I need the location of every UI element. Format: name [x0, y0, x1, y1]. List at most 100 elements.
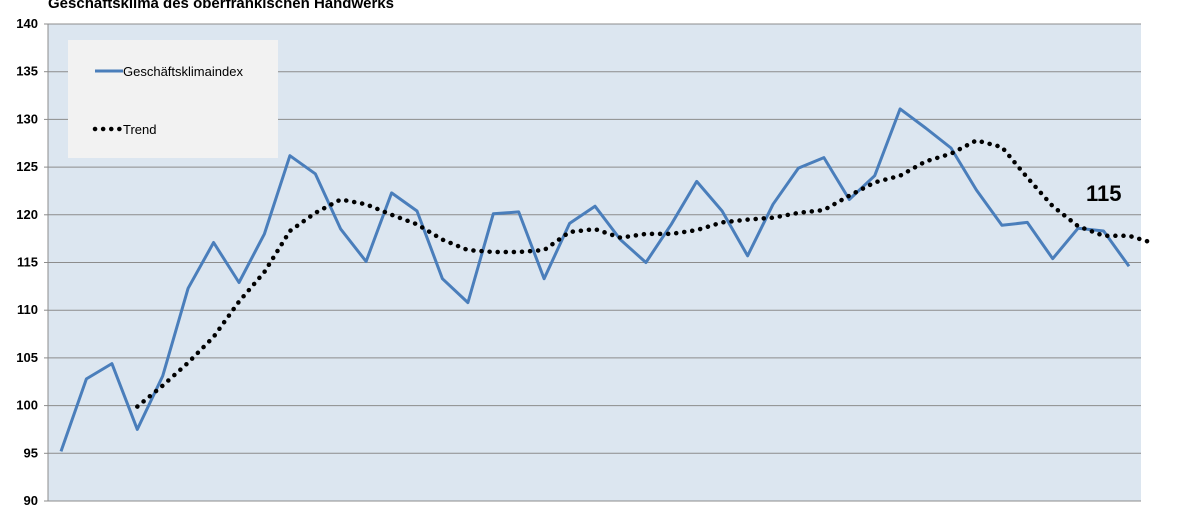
data-point-trend [467, 249, 468, 250]
annotation-last-value: 115 [1086, 181, 1122, 206]
y-tick-label: 120 [16, 207, 38, 222]
data-point-trend [442, 239, 443, 240]
data-point-index [1001, 225, 1002, 226]
data-point-index [849, 199, 850, 200]
data-point-trend [645, 233, 646, 234]
data-point-trend [925, 161, 926, 162]
data-point-index [544, 278, 545, 279]
data-point-trend [594, 229, 595, 230]
data-point-index [722, 210, 723, 211]
y-tick-label: 135 [16, 64, 38, 79]
data-point-trend [518, 251, 519, 252]
data-point-trend [544, 249, 545, 250]
data-point-index [772, 204, 773, 205]
data-point-index [264, 233, 265, 234]
data-point-trend [391, 214, 392, 215]
legend-label-index: Geschäftsklimaindex [123, 64, 243, 79]
data-point-trend [289, 230, 290, 231]
data-point-trend [696, 229, 697, 230]
data-point-trend [1001, 146, 1002, 147]
data-point-trend [798, 212, 799, 213]
data-point-trend [416, 224, 417, 225]
data-point-trend [747, 219, 748, 220]
data-point-trend [264, 271, 265, 272]
data-point-trend [1128, 235, 1129, 236]
data-point-index [416, 210, 417, 211]
chart-title: Geschäftsklima des oberfränkischen Handw… [48, 0, 394, 12]
data-point-index [823, 157, 824, 158]
data-point-index [594, 206, 595, 207]
data-point-trend [137, 406, 138, 407]
data-point-index [874, 175, 875, 176]
data-point-index [213, 242, 214, 243]
data-point-index [1078, 228, 1079, 229]
data-point-index [442, 278, 443, 279]
data-point-index [1052, 258, 1053, 259]
data-point-trend [493, 251, 494, 252]
data-point-trend [162, 385, 163, 386]
data-point-index [391, 192, 392, 193]
data-point-index [340, 229, 341, 230]
data-point-index [900, 108, 901, 109]
data-point-trend [950, 153, 951, 154]
y-tick-label: 125 [16, 159, 38, 174]
data-point-index [798, 167, 799, 168]
y-tick-label: 100 [16, 398, 38, 413]
data-point-index [925, 127, 926, 128]
data-point-trend [1078, 226, 1079, 227]
data-point-trend [366, 204, 367, 205]
y-tick-label: 95 [24, 445, 38, 460]
data-point-index [569, 223, 570, 224]
data-point-trend [188, 362, 189, 363]
series-line-trend [135, 138, 1157, 409]
data-point-trend [976, 140, 977, 141]
legend-box [68, 40, 278, 158]
data-point-trend [238, 301, 239, 302]
data-point-index [493, 213, 494, 214]
data-point-trend [213, 336, 214, 337]
data-point-trend [620, 237, 621, 238]
data-point-index [950, 147, 951, 148]
data-point-trend [340, 199, 341, 200]
y-tick-label: 105 [16, 350, 38, 365]
series-line-index [59, 107, 1131, 452]
data-point-index [60, 451, 61, 452]
data-point-index [162, 375, 163, 376]
data-point-trend [849, 195, 850, 196]
data-point-index [111, 363, 112, 364]
data-point-trend [823, 209, 824, 210]
data-point-index [1103, 230, 1104, 231]
y-tick-label: 110 [17, 302, 38, 317]
series-layer [59, 107, 1157, 452]
data-point-index [1027, 222, 1028, 223]
data-point-index [645, 262, 646, 263]
y-tick-label: 140 [16, 16, 38, 31]
data-point-index [238, 282, 239, 283]
data-point-trend [671, 233, 672, 234]
data-point-trend [1154, 243, 1155, 244]
data-point-index [696, 181, 697, 182]
data-point-trend [1103, 235, 1104, 236]
data-point-index [86, 378, 87, 379]
data-point-index [366, 261, 367, 262]
legend: Geschäftsklimaindex Trend [68, 40, 278, 158]
data-point-index [671, 224, 672, 225]
legend-label-trend: Trend [123, 122, 156, 137]
data-point-trend [1027, 177, 1028, 178]
data-point-index [137, 429, 138, 430]
data-point-index [467, 302, 468, 303]
y-tick-label: 130 [16, 111, 38, 126]
data-point-index [976, 189, 977, 190]
data-point-trend [569, 231, 570, 232]
data-point-index [315, 173, 316, 174]
y-tick-label: 115 [17, 255, 38, 270]
data-point-index [747, 255, 748, 256]
y-tick-label: 90 [24, 493, 38, 508]
data-point-trend [900, 175, 901, 176]
data-point-trend [772, 217, 773, 218]
data-point-trend [1052, 206, 1053, 207]
data-point-index [518, 211, 519, 212]
data-point-index [1128, 266, 1129, 267]
data-point-index [289, 155, 290, 156]
